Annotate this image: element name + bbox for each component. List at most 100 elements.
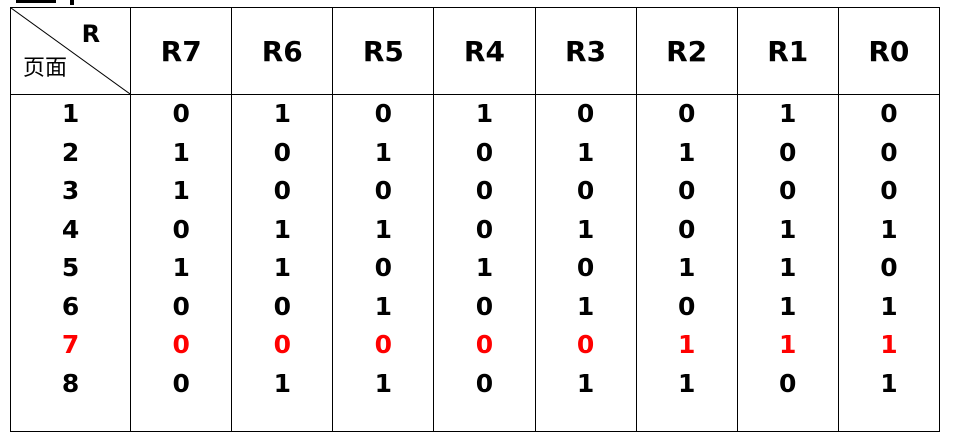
page-number-cell: 2 [9,133,132,172]
bit-cell-r5: 0 [332,326,435,365]
bit-cell-r0: 1 [837,287,941,326]
page-number-cell: 6 [9,287,132,326]
bit-cell-r1: 0 [736,364,839,403]
bit-cell-r1: 1 [736,249,839,288]
bit-cell-r7: 0 [130,210,233,249]
bit-cell-r0: 1 [837,364,941,403]
bit-cell-r4: 0 [433,172,536,211]
bit-cell-r0: 0 [837,249,941,288]
bit-cell-r3: 0 [534,172,637,211]
bit-cell-r7: 0 [130,287,233,326]
corner-header-cell: R 页面 [9,7,132,95]
bit-cell-r0: 1 [837,210,941,249]
spacer-cell [231,403,334,432]
bit-cell-r3: 1 [534,364,637,403]
bit-cell-r7: 0 [130,364,233,403]
page-number-cell: 3 [9,172,132,211]
bit-cell-r0: 0 [837,133,941,172]
bit-cell-r0: 0 [837,94,941,134]
spacer-cell [332,403,435,432]
bit-cell-r1: 1 [736,94,839,134]
cropped-text-remnant [0,0,953,10]
bit-cell-r4: 1 [433,249,536,288]
corner-page-label: 页面 [23,56,68,81]
bit-cell-r7: 0 [130,326,233,365]
bit-cell-r7: 1 [130,133,233,172]
bit-cell-r7: 1 [130,249,233,288]
column-header-r6: R6 [231,7,334,95]
column-header-r4: R4 [433,7,536,95]
bit-cell-r2: 0 [635,287,738,326]
bit-cell-r4: 0 [433,326,536,365]
spacer-cell [534,403,637,432]
bit-cell-r6: 1 [231,94,334,134]
bit-cell-r2: 0 [635,172,738,211]
column-header-r7: R7 [130,7,233,95]
bit-cell-r4: 0 [433,287,536,326]
column-header-r2: R2 [635,7,738,95]
bit-cell-r1: 1 [736,326,839,365]
column-header-r5: R5 [332,7,435,95]
bit-cell-r2: 0 [635,210,738,249]
bit-cell-r6: 0 [231,326,334,365]
bit-cell-r4: 0 [433,364,536,403]
bit-cell-r1: 0 [736,172,839,211]
bit-cell-r7: 0 [130,94,233,134]
bit-cell-r3: 1 [534,287,637,326]
diagonal-divider [11,8,130,94]
bit-cell-r3: 0 [534,326,637,365]
bit-cell-r0: 1 [837,326,941,365]
corner-register-label: R [81,20,101,48]
bit-cell-r6: 1 [231,364,334,403]
bit-cell-r4: 1 [433,94,536,134]
bit-cell-r4: 0 [433,133,536,172]
bit-cell-r7: 1 [130,172,233,211]
column-header-r3: R3 [534,7,637,95]
bit-cell-r3: 0 [534,94,637,134]
spacer-cell [9,403,132,432]
bit-cell-r2: 1 [635,326,738,365]
bit-cell-r0: 0 [837,172,941,211]
header-row: R 页面 R7 R6 R5 R4 R3 R2 R1 R0 [9,7,941,95]
bit-cell-r1: 1 [736,287,839,326]
spacer-cell [130,403,233,432]
spacer-cell [837,403,941,432]
bit-cell-r5: 0 [332,172,435,211]
bit-cell-r5: 1 [332,364,435,403]
bit-cell-r5: 1 [332,287,435,326]
bit-cell-r6: 0 [231,172,334,211]
bit-cell-r3: 1 [534,133,637,172]
column-header-r1: R1 [736,7,839,95]
table-bottom-spacer [9,403,941,432]
bit-cell-r6: 1 [231,210,334,249]
bit-cell-r5: 1 [332,210,435,249]
spacer-cell [736,403,839,432]
bit-cell-r3: 0 [534,249,637,288]
bit-cell-r3: 1 [534,210,637,249]
bit-cell-r6: 0 [231,133,334,172]
bit-cell-r6: 1 [231,249,334,288]
bit-cell-r5: 0 [332,249,435,288]
bit-cell-r1: 1 [736,210,839,249]
bit-cell-r2: 1 [635,133,738,172]
bit-cell-r4: 0 [433,210,536,249]
page-number-cell: 4 [9,210,132,249]
column-header-r0: R0 [837,7,941,95]
bit-cell-r5: 1 [332,133,435,172]
page-number-cell: 7 [9,326,132,365]
bit-cell-r2: 0 [635,94,738,134]
bit-cell-r5: 0 [332,94,435,134]
spacer-cell [635,403,738,432]
page-number-cell: 8 [9,364,132,403]
page-number-cell: 5 [9,249,132,288]
bit-cell-r2: 1 [635,364,738,403]
